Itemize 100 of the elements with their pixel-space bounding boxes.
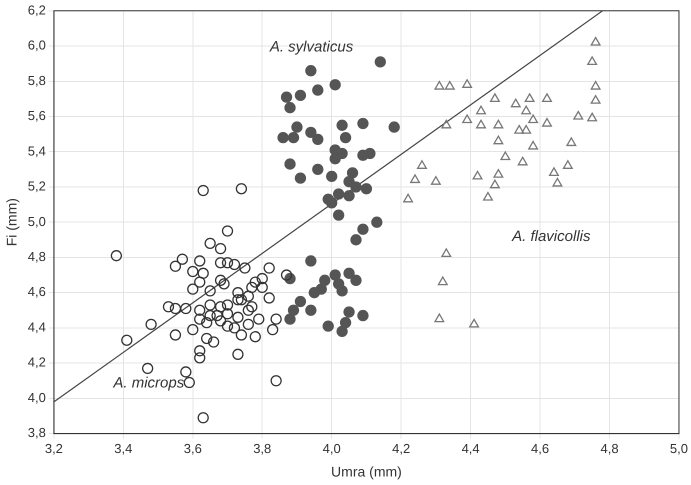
point — [524, 93, 535, 102]
text: A. flavicollis — [511, 228, 591, 246]
point — [430, 176, 441, 185]
point — [388, 121, 400, 133]
y-tick-label: 4,4 — [28, 319, 46, 334]
point — [330, 269, 341, 281]
point — [294, 90, 306, 102]
point — [305, 304, 317, 316]
point — [528, 114, 538, 124]
point — [343, 268, 355, 279]
point — [528, 140, 538, 150]
point — [357, 310, 369, 322]
point — [340, 316, 352, 328]
point — [490, 180, 500, 188]
y-tick-label: 6,2 — [28, 2, 46, 18]
point — [482, 192, 493, 201]
point — [573, 110, 584, 120]
x-tick-label: 5,0 — [670, 440, 688, 456]
point — [521, 106, 532, 114]
point — [277, 132, 289, 144]
point — [326, 197, 338, 208]
point — [438, 276, 448, 286]
point — [500, 151, 510, 160]
point — [305, 65, 317, 76]
point — [284, 102, 296, 114]
point — [493, 168, 504, 178]
point — [326, 170, 338, 182]
y-tick-label: 4,2 — [28, 354, 46, 370]
point — [476, 106, 486, 114]
series-label: A. sylvaticus — [268, 38, 354, 56]
point — [472, 170, 483, 180]
point — [417, 160, 427, 169]
point — [590, 80, 601, 90]
point — [410, 174, 420, 184]
y-tick-label: 3,8 — [28, 425, 46, 440]
point — [312, 134, 324, 146]
point — [332, 188, 344, 200]
point — [312, 164, 324, 175]
point — [434, 313, 444, 322]
point — [444, 80, 455, 90]
point — [319, 274, 330, 286]
point — [493, 136, 504, 144]
y-tick-label: 4,0 — [28, 390, 46, 405]
x-tick-label: 3,2 — [44, 440, 63, 456]
point — [294, 172, 306, 184]
y-tick-label: 5,8 — [28, 72, 46, 88]
point — [312, 84, 324, 96]
point — [350, 181, 362, 193]
point — [552, 178, 562, 187]
point — [340, 132, 352, 144]
point — [357, 224, 369, 235]
x-tick-label: 4,6 — [531, 440, 550, 456]
point — [490, 93, 500, 102]
point — [441, 248, 452, 258]
point — [462, 79, 472, 88]
point — [332, 278, 344, 290]
y-tick-label: 4,6 — [28, 284, 46, 300]
y-tick-label: 5,0 — [28, 214, 46, 229]
point — [343, 190, 355, 202]
point — [350, 274, 362, 286]
point — [374, 56, 386, 68]
point — [322, 320, 334, 332]
x-tick-label: 4,4 — [462, 440, 480, 456]
x-tick-label: 4,2 — [392, 440, 410, 456]
point — [284, 158, 296, 170]
point — [510, 98, 521, 108]
point — [316, 283, 327, 295]
x-tick-label: 3,4 — [114, 440, 132, 456]
y-tick-label: 4,8 — [28, 249, 46, 264]
point — [548, 167, 559, 176]
point — [562, 160, 573, 169]
point — [476, 120, 486, 128]
point — [566, 137, 576, 146]
x-tick-label: 4,0 — [322, 440, 341, 456]
point — [294, 296, 306, 308]
x-tick-label: 3,6 — [184, 440, 202, 456]
point — [587, 56, 598, 66]
point — [346, 167, 358, 179]
point — [462, 114, 472, 124]
point — [542, 118, 552, 127]
y-axis-title: Fi (mm) — [3, 198, 20, 246]
point — [350, 234, 362, 246]
point — [357, 118, 369, 130]
point — [336, 326, 348, 338]
point — [343, 176, 355, 188]
series-label: A. microps — [112, 374, 185, 392]
x-tick-label: 4,8 — [600, 440, 619, 456]
point — [343, 306, 355, 318]
point — [288, 304, 300, 316]
point — [288, 132, 300, 144]
point — [305, 255, 317, 267]
point — [587, 112, 598, 122]
y-tick-label: 5,6 — [28, 108, 46, 124]
point — [291, 121, 303, 133]
point — [330, 153, 341, 164]
point — [403, 194, 414, 202]
point — [434, 80, 444, 90]
point — [371, 216, 382, 228]
point — [590, 36, 601, 46]
point — [364, 148, 376, 160]
